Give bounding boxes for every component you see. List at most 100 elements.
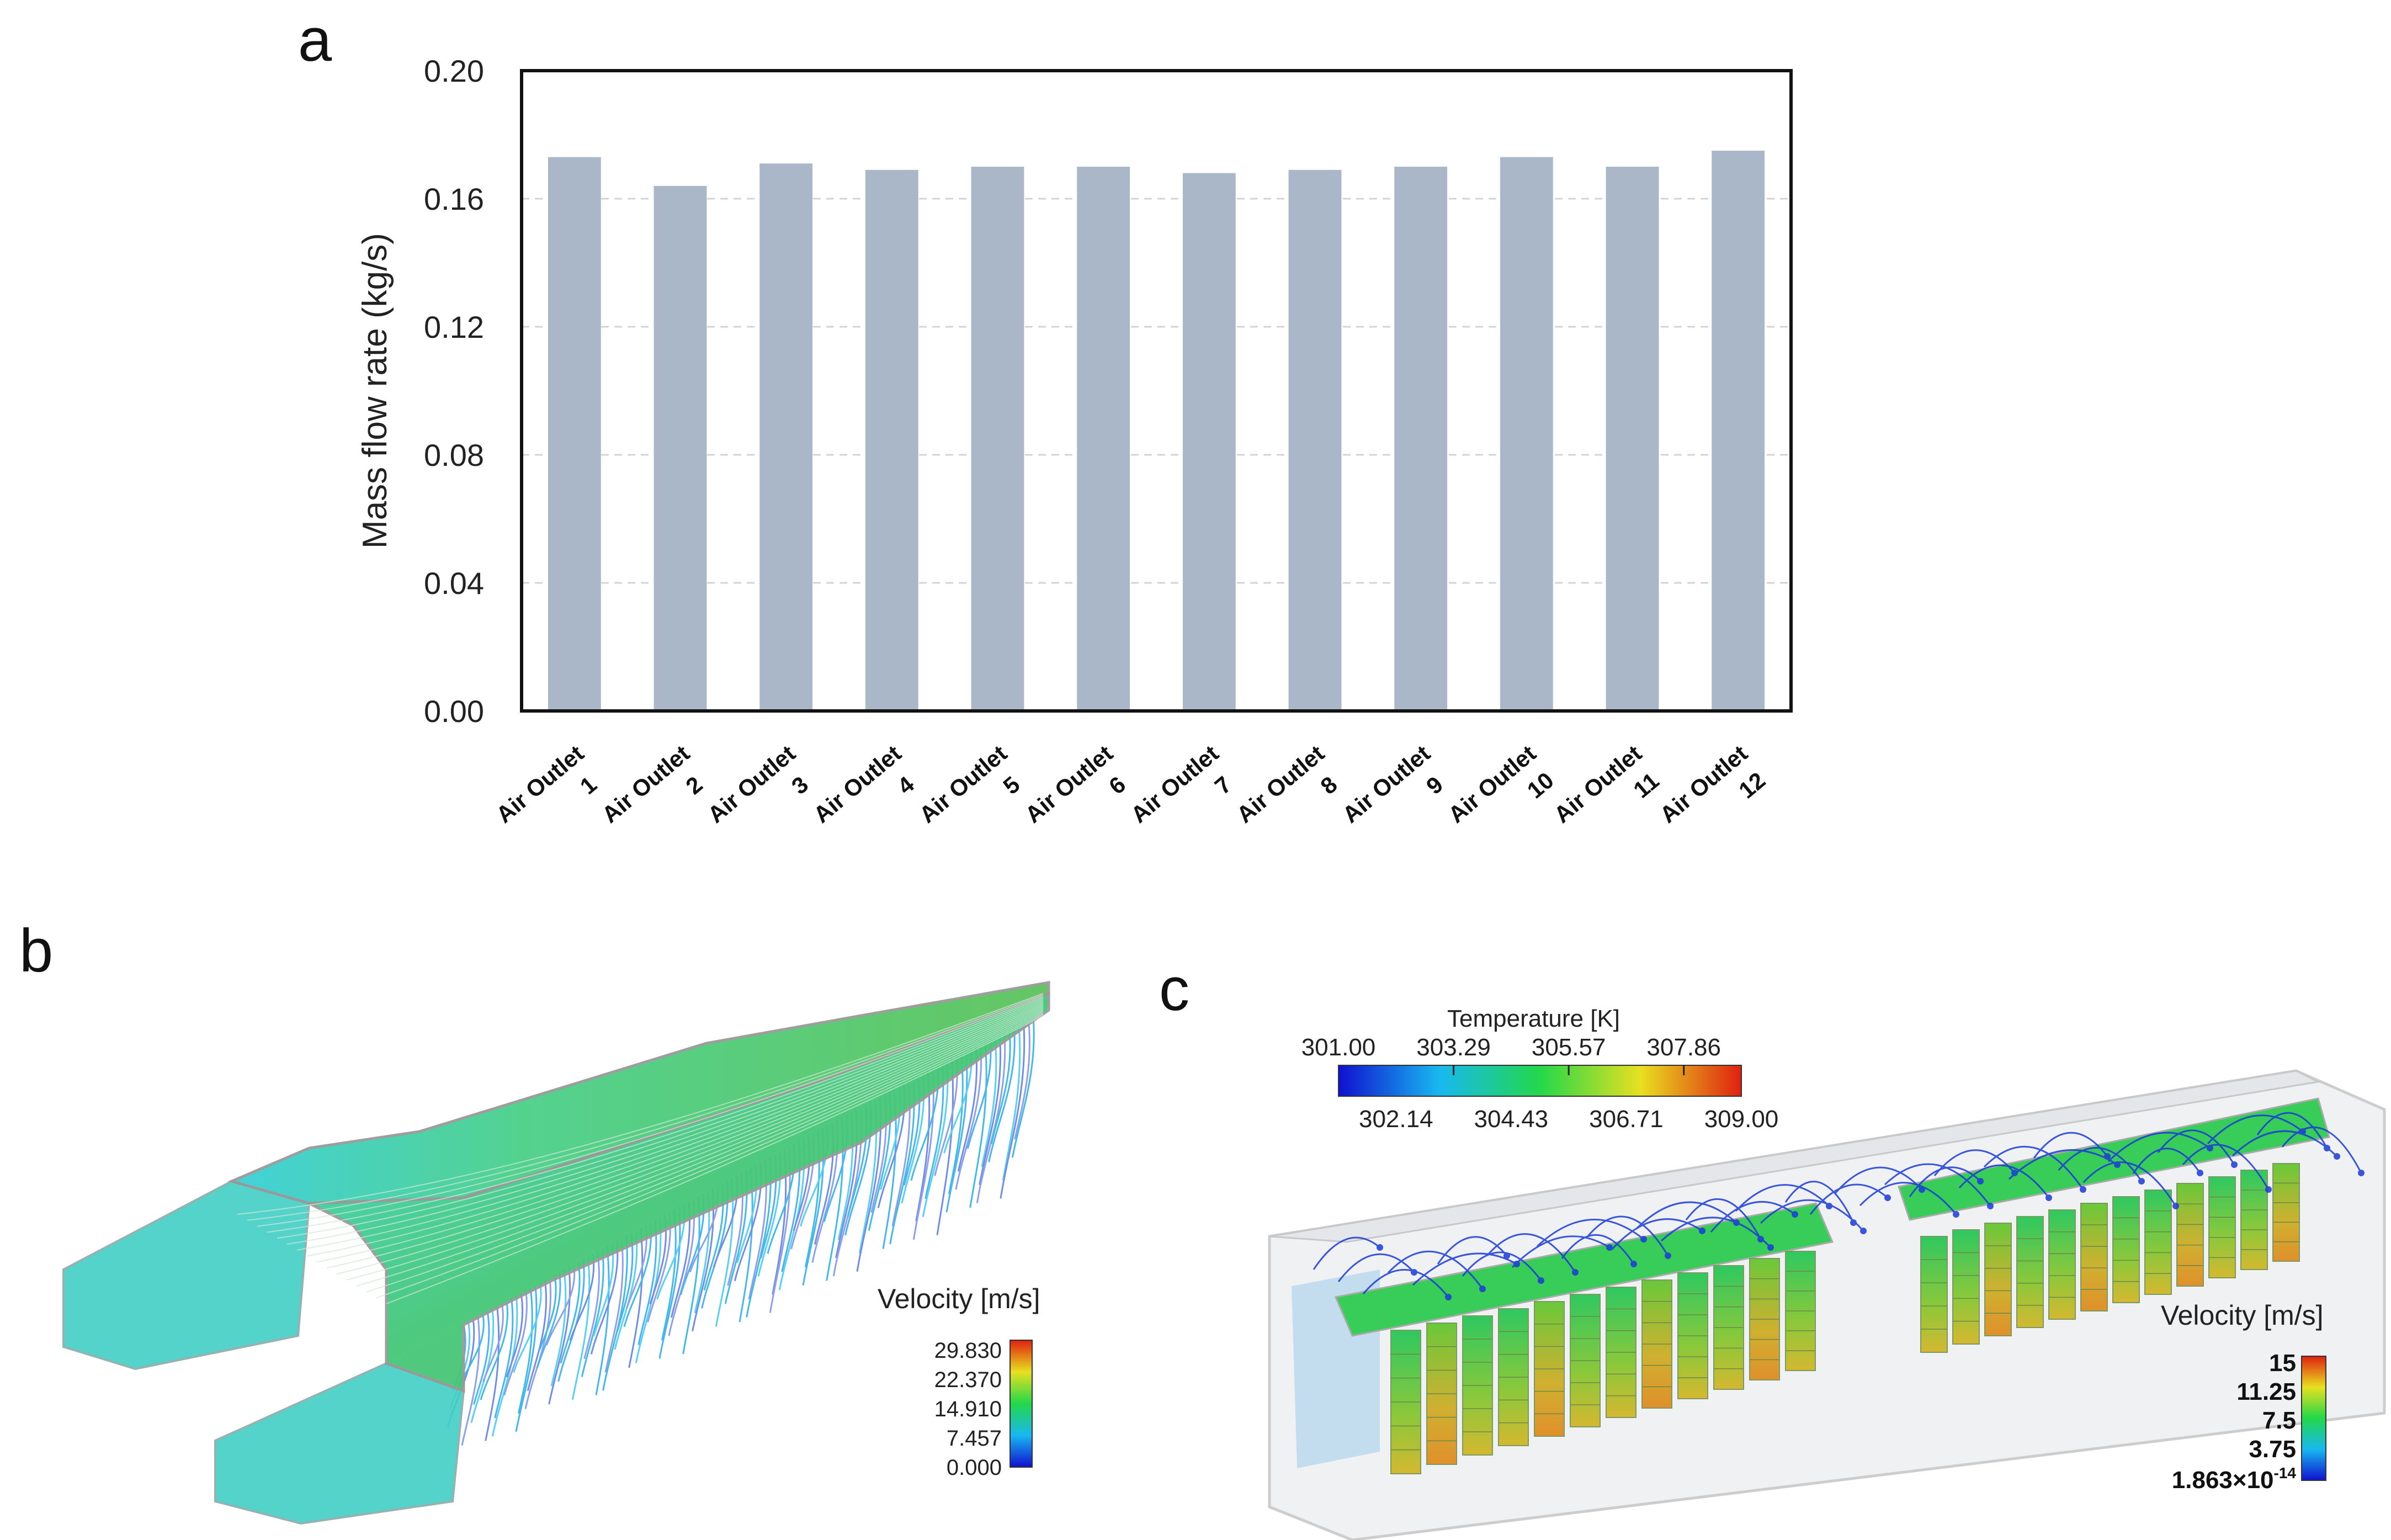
streamline [513, 1282, 542, 1373]
battery-cell [2048, 1209, 2076, 1320]
streamline [637, 1219, 657, 1345]
streamline [981, 1033, 997, 1167]
streamline [1011, 1012, 1035, 1158]
y-tick-label: 0.04 [424, 566, 484, 601]
pack-streamline [1561, 1234, 1635, 1265]
streamline [571, 1256, 591, 1400]
pack-streamline [2132, 1148, 2201, 1174]
battery-cell [1952, 1229, 1980, 1345]
streamline-arrowhead [1479, 1286, 1486, 1292]
x-category-line1: Air Outlet [1020, 740, 1118, 828]
streamline [955, 1041, 982, 1190]
streamline [614, 1230, 638, 1350]
battery-cell [2176, 1183, 2204, 1287]
temperature-tick-bottom: 302.14 [1359, 1106, 1433, 1133]
pack-streamline [2281, 1126, 2362, 1173]
velocity-min-mantissa: 1.863×10 [2172, 1467, 2274, 1494]
duct-streamline [336, 1008, 1044, 1275]
y-tick-label: 0.08 [424, 438, 484, 472]
velocity-legend-value-b: 29.830 [934, 1339, 1002, 1363]
y-axis-ticks: 0.00 0.04 0.08 0.12 0.16 0.20 [424, 54, 484, 729]
pack-streamline [1834, 1166, 1923, 1194]
x-category-line2: 8 [1315, 771, 1342, 799]
x-category-line2: 10 [1522, 767, 1559, 804]
x-category-line1: Air Outlet [1231, 740, 1329, 828]
bar [759, 163, 813, 711]
velocity-legend-value-b: 0.000 [947, 1456, 1002, 1480]
streamline [1014, 1015, 1030, 1140]
velocity-legend-value-c: 11.25 [2236, 1378, 2296, 1405]
streamline-arrowhead [2265, 1186, 2272, 1193]
streamline-arrowhead [1977, 1178, 1984, 1185]
duct-streamline [277, 999, 1044, 1239]
pack-streamline [2157, 1129, 2235, 1165]
battery-cell [2272, 1163, 2300, 1262]
streamline [1002, 1020, 1021, 1181]
x-category-line2: 1 [575, 771, 602, 799]
battery-cell [1920, 1236, 1948, 1353]
x-category-line2: 3 [787, 771, 813, 799]
streamline [548, 1267, 571, 1405]
pack-streamline [2231, 1130, 2338, 1157]
pack-streamline [1611, 1218, 1703, 1251]
bar [1182, 173, 1236, 711]
air-channel-left [1334, 1202, 1834, 1337]
battery-cell [2112, 1196, 2140, 1303]
streamline [539, 1275, 557, 1350]
battery-cell [2080, 1203, 2108, 1311]
pack-streamlines [1313, 1112, 2365, 1300]
duct-streamline [326, 1006, 1044, 1269]
streamline [515, 1285, 538, 1432]
streamline [682, 1196, 700, 1355]
air-channel-right [1898, 1097, 2330, 1221]
pack-streamline [1313, 1236, 1380, 1270]
streamline-arrowhead [1699, 1228, 1705, 1234]
duct-streamline [247, 994, 1044, 1221]
streamline [527, 1280, 548, 1391]
temperature-tick-bottom: 309.00 [1704, 1106, 1779, 1133]
bar [1077, 167, 1130, 711]
pack-streamline [1735, 1184, 1830, 1212]
streamline [990, 1026, 1011, 1144]
streamline-arrowhead [1953, 1211, 1959, 1218]
streamline [550, 1270, 567, 1387]
cell-modules-left [1390, 1251, 1816, 1474]
duct-streamline [306, 1003, 1044, 1257]
x-category-line1: Air Outlet [1337, 740, 1435, 828]
duct-streamline [296, 1002, 1044, 1251]
streamline-arrowhead [2104, 1153, 2111, 1160]
streamline-arrowhead [1538, 1277, 1544, 1284]
x-category-line1: Air Outlet [491, 740, 589, 828]
streamline [482, 1303, 504, 1382]
duct-streamline [257, 996, 1044, 1227]
pack-streamline [1710, 1201, 1795, 1233]
streamline [1000, 1018, 1026, 1199]
pack-streamline [1909, 1166, 1981, 1197]
battery-cell [2016, 1216, 2044, 1328]
duct-streamline [237, 993, 1044, 1215]
duct-streamline [286, 1000, 1044, 1245]
streamline [485, 1306, 500, 1441]
velocity-legend-title-b: Velocity [m/s] [878, 1283, 1040, 1314]
streamline [524, 1277, 552, 1409]
temperature-tick-top: 307.86 [1646, 1034, 1721, 1061]
streamline [957, 1044, 977, 1172]
gridlines [522, 198, 1791, 584]
panel-b-label: b [19, 917, 53, 985]
x-category-line2: 2 [681, 771, 707, 799]
pack-enclosure-top [1269, 1070, 2321, 1243]
streamline [494, 1298, 514, 1419]
velocity-colorbar-b [1009, 1340, 1033, 1468]
streamline-arrowhead [1850, 1219, 1857, 1226]
x-category-line1: Air Outlet [809, 740, 906, 828]
streamline [936, 1057, 954, 1235]
pack-streamline [2008, 1149, 2118, 1180]
pack-streamline [1387, 1250, 1484, 1289]
streamline [517, 1288, 533, 1414]
bar [1394, 167, 1448, 711]
streamline-arrowhead [2231, 1161, 2238, 1168]
